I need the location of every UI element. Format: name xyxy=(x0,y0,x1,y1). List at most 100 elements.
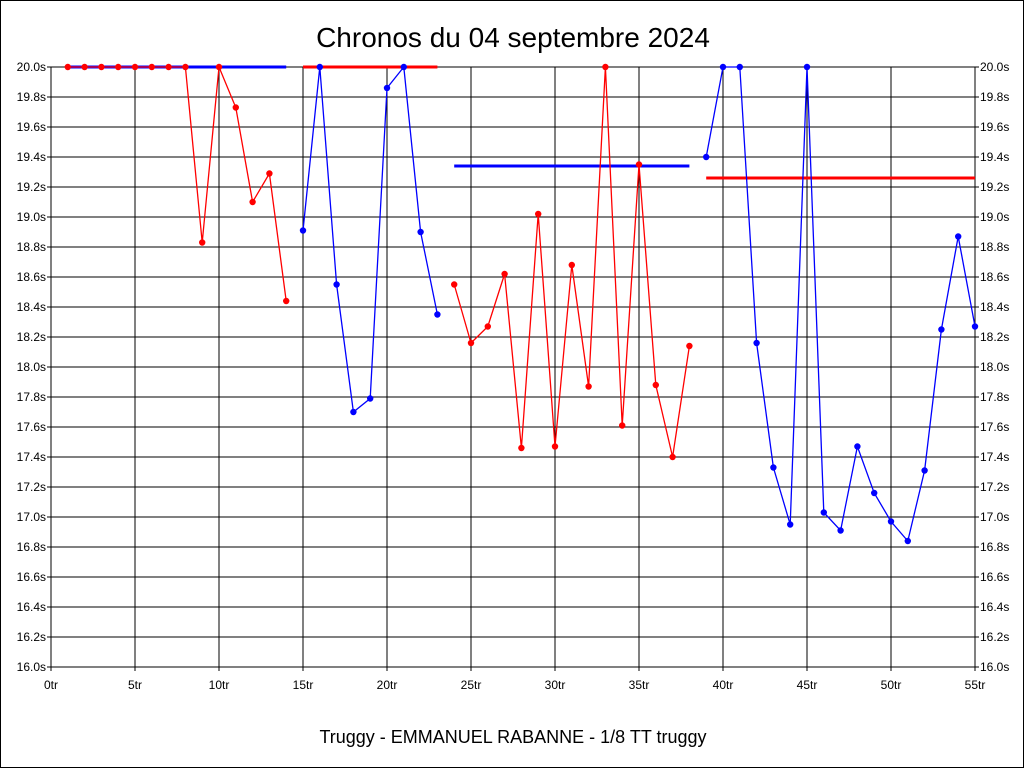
y-tick-label-left: 18.4s xyxy=(17,300,46,314)
data-point xyxy=(551,443,559,450)
data-point xyxy=(518,444,525,452)
y-tick-label-right: 16.0s xyxy=(980,660,1009,674)
x-tick-label: 30tr xyxy=(545,678,566,692)
y-tick-label-left: 17.4s xyxy=(17,450,46,464)
grid xyxy=(50,66,976,668)
data-point xyxy=(148,63,155,71)
x-tick-label: 15tr xyxy=(293,678,314,692)
data-point xyxy=(165,63,172,71)
x-tick-label: 5tr xyxy=(128,678,142,692)
data-point xyxy=(283,297,290,305)
data-point xyxy=(938,326,945,333)
y-tick-label-left: 19.0s xyxy=(17,210,46,224)
data-point xyxy=(400,63,407,71)
data-point xyxy=(686,342,693,350)
data-point xyxy=(434,311,441,318)
data-point xyxy=(215,63,223,71)
data-point xyxy=(182,63,189,71)
data-point xyxy=(753,339,760,347)
data-point xyxy=(703,153,710,161)
data-point xyxy=(484,323,491,330)
y-tick-label-left: 19.8s xyxy=(17,90,46,104)
data-point xyxy=(971,323,979,330)
y-tick-label-right: 18.6s xyxy=(980,270,1009,284)
y-tick-label-left: 17.8s xyxy=(17,390,46,404)
y-tick-label-right: 17.2s xyxy=(980,480,1009,494)
data-point xyxy=(367,395,374,402)
data-point xyxy=(871,489,878,497)
y-tick-label-right: 19.4s xyxy=(980,150,1009,164)
y-tick-label-right: 16.4s xyxy=(980,600,1009,614)
data-point xyxy=(770,464,777,471)
y-tick-label-right: 19.6s xyxy=(980,120,1009,134)
data-point xyxy=(266,170,273,177)
series-lines xyxy=(64,63,979,545)
y-tick-label-left: 16.6s xyxy=(17,570,46,584)
data-point xyxy=(98,63,105,71)
data-point xyxy=(350,408,357,416)
y-tick-label-left: 17.2s xyxy=(17,480,46,494)
data-point xyxy=(115,63,122,71)
data-point xyxy=(787,521,794,528)
average-lines xyxy=(67,65,975,180)
data-point xyxy=(383,84,391,92)
y-tick-label-left: 16.0s xyxy=(17,660,46,674)
data-point xyxy=(299,227,307,234)
data-point xyxy=(81,63,88,71)
data-point xyxy=(803,63,811,71)
x-tick-label: 35tr xyxy=(629,678,650,692)
data-point xyxy=(501,270,508,278)
data-point xyxy=(904,537,911,545)
data-point xyxy=(316,63,323,71)
data-point xyxy=(451,281,458,288)
y-tick-label-left: 18.0s xyxy=(17,360,46,374)
y-tick-label-left: 19.4s xyxy=(17,150,46,164)
data-point xyxy=(652,381,659,389)
data-point xyxy=(887,518,895,525)
x-tick-label: 45tr xyxy=(797,678,818,692)
data-point xyxy=(719,63,727,71)
y-tick-label-right: 17.0s xyxy=(980,510,1009,524)
y-tick-label-left: 19.6s xyxy=(17,120,46,134)
y-tick-label-right: 18.8s xyxy=(980,240,1009,254)
y-tick-label-left: 16.2s xyxy=(17,630,46,644)
data-point xyxy=(854,443,861,450)
y-tick-label-left: 20.0s xyxy=(17,60,46,74)
x-tick-label: 10tr xyxy=(209,678,230,692)
data-point xyxy=(635,161,643,168)
data-point xyxy=(585,383,592,390)
y-tick-label-right: 19.0s xyxy=(980,210,1009,224)
y-tick-label-right: 17.6s xyxy=(980,420,1009,434)
y-tick-label-left: 19.2s xyxy=(17,180,46,194)
series-line-2 xyxy=(302,65,439,414)
y-tick-label-right: 16.2s xyxy=(980,630,1009,644)
y-tick-label-right: 19.8s xyxy=(980,90,1009,104)
data-point xyxy=(921,467,928,474)
x-tick-label: 20tr xyxy=(377,678,398,692)
data-point xyxy=(736,63,743,71)
data-point xyxy=(955,233,962,240)
y-tick-label-right: 18.0s xyxy=(980,360,1009,374)
x-tick-label: 55tr xyxy=(965,678,986,692)
y-tick-label-right: 17.4s xyxy=(980,450,1009,464)
data-point xyxy=(535,210,542,218)
y-tick-label-left: 16.8s xyxy=(17,540,46,554)
y-tick-label-right: 16.8s xyxy=(980,540,1009,554)
y-tick-label-left: 17.6s xyxy=(17,420,46,434)
data-point xyxy=(568,261,575,269)
plot-border xyxy=(50,66,976,668)
y-tick-label-right: 18.4s xyxy=(980,300,1009,314)
data-point xyxy=(131,63,139,71)
series-line-1 xyxy=(67,66,287,302)
data-point xyxy=(837,527,844,534)
data-point xyxy=(619,422,626,429)
y-tick-label-right: 18.2s xyxy=(980,330,1009,344)
x-tick-label: 50tr xyxy=(881,678,902,692)
data-point xyxy=(417,228,424,236)
data-point xyxy=(64,63,71,71)
data-point xyxy=(820,509,827,516)
x-tick-label: 0tr xyxy=(44,678,58,692)
x-tick-label: 25tr xyxy=(461,678,482,692)
